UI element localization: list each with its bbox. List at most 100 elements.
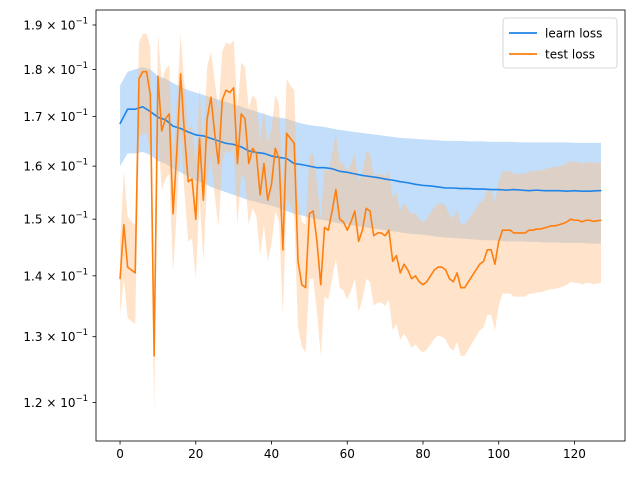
learn-loss-point bbox=[422, 184, 424, 186]
learn-loss-point bbox=[445, 187, 447, 189]
test-loss-point bbox=[411, 278, 413, 280]
learn-loss-point bbox=[210, 137, 212, 139]
legend-label: learn loss bbox=[545, 27, 602, 41]
test-loss-point bbox=[388, 229, 390, 231]
y-tick-times: × bbox=[43, 330, 61, 344]
learn-loss-point bbox=[551, 190, 553, 192]
test-loss-point bbox=[448, 278, 451, 280]
test-loss-point bbox=[187, 181, 189, 183]
test-loss-point bbox=[551, 225, 553, 227]
y-tick-label: 1.9 × 10−1 bbox=[23, 16, 88, 32]
test-loss-point bbox=[278, 157, 280, 160]
y-tick-times: × bbox=[43, 18, 61, 32]
x-axis: 0 20 40 60 80 100 120 bbox=[116, 441, 586, 461]
test-loss-point bbox=[482, 260, 485, 262]
test-loss-point bbox=[361, 229, 363, 231]
learn-loss-point bbox=[437, 186, 439, 188]
learn-loss-point bbox=[513, 188, 515, 191]
test-loss-point bbox=[251, 147, 254, 149]
test-loss-point bbox=[422, 284, 424, 286]
learn-loss-point bbox=[392, 179, 394, 181]
y-tick-exponent: −1 bbox=[75, 16, 88, 26]
y-tick-exponent: −1 bbox=[75, 158, 88, 168]
learn-loss-point bbox=[384, 178, 386, 180]
test-loss-point bbox=[373, 235, 375, 237]
series-lines bbox=[119, 70, 602, 357]
test-loss-point bbox=[142, 71, 144, 73]
learn-loss-point bbox=[202, 135, 204, 137]
y-tick-mantissa: 1.5 bbox=[23, 213, 42, 227]
y-tick-times: × bbox=[43, 269, 61, 283]
test-loss-point bbox=[456, 272, 458, 274]
learn-loss-point bbox=[399, 181, 401, 183]
learn-loss-point bbox=[323, 167, 326, 169]
test-loss-point bbox=[358, 240, 360, 242]
learn-loss-point bbox=[407, 182, 409, 184]
test-loss-point bbox=[464, 287, 466, 289]
test-loss-point bbox=[509, 229, 511, 231]
learn-loss-point bbox=[233, 143, 235, 145]
test-loss-point bbox=[395, 254, 398, 257]
test-loss-point bbox=[513, 232, 515, 234]
test-loss-point bbox=[172, 213, 174, 215]
test-loss-point bbox=[380, 232, 382, 234]
y-tick-base: 10 bbox=[60, 330, 75, 344]
test-loss-point bbox=[573, 219, 576, 221]
test-loss-point bbox=[267, 199, 269, 201]
test-loss-point bbox=[210, 96, 212, 98]
y-axis: 1.2 × 10−11.3 × 10−11.4 × 10−11.5 × 10−1… bbox=[23, 16, 96, 410]
test-loss-point bbox=[520, 232, 523, 234]
legend: learn loss test loss bbox=[502, 17, 618, 69]
y-tick-exponent: −1 bbox=[75, 267, 88, 277]
x-tick-label: 0 bbox=[116, 447, 124, 461]
learn-loss-point bbox=[498, 188, 500, 191]
learn-loss-point bbox=[573, 190, 576, 192]
test-loss-point bbox=[414, 275, 417, 277]
test-loss-point bbox=[570, 218, 572, 220]
test-loss-point bbox=[195, 218, 197, 220]
test-loss-point bbox=[259, 194, 261, 196]
test-loss-point bbox=[535, 228, 538, 230]
test-loss-point bbox=[596, 220, 598, 222]
test-loss-point bbox=[547, 226, 549, 228]
y-tick-times: × bbox=[43, 213, 61, 227]
test-loss-point bbox=[293, 142, 295, 144]
x-tick-label: 120 bbox=[563, 447, 586, 461]
learn-loss-point bbox=[119, 123, 121, 125]
y-tick-base: 10 bbox=[60, 110, 75, 124]
test-loss-point bbox=[475, 269, 477, 271]
test-loss-point bbox=[339, 218, 341, 220]
test-loss-point bbox=[308, 213, 310, 215]
test-loss-point bbox=[369, 210, 371, 212]
learn-loss-point bbox=[376, 176, 379, 179]
test-loss-line bbox=[119, 70, 602, 357]
learn-loss-point bbox=[490, 188, 492, 191]
learn-loss-point bbox=[543, 190, 545, 192]
test-loss-point bbox=[566, 221, 568, 223]
learn-loss-point bbox=[180, 127, 182, 130]
test-loss-point bbox=[240, 113, 242, 115]
learn-loss-point bbox=[354, 173, 356, 175]
test-loss-point bbox=[304, 287, 307, 289]
test-loss-point bbox=[581, 221, 583, 223]
learn-loss-point bbox=[452, 187, 454, 189]
learn-loss-point bbox=[460, 187, 462, 190]
test-loss-point bbox=[445, 269, 447, 271]
test-loss-point bbox=[225, 89, 227, 91]
x-tick-label: 60 bbox=[340, 447, 355, 461]
test-loss-point bbox=[180, 73, 182, 75]
test-loss-point bbox=[471, 275, 473, 277]
learn-loss-point bbox=[535, 189, 538, 191]
learn-loss-point bbox=[558, 190, 560, 192]
test-loss-point bbox=[270, 183, 273, 185]
test-loss-point bbox=[426, 281, 428, 283]
test-loss-point bbox=[376, 232, 379, 234]
test-loss-point bbox=[149, 94, 151, 96]
y-tick-mantissa: 1.9 bbox=[23, 18, 42, 32]
test-loss-point bbox=[248, 162, 250, 165]
legend-label: test loss bbox=[545, 48, 595, 62]
test-loss-point bbox=[346, 229, 348, 231]
test-loss-point bbox=[437, 266, 439, 268]
learn-loss-point bbox=[331, 168, 333, 170]
